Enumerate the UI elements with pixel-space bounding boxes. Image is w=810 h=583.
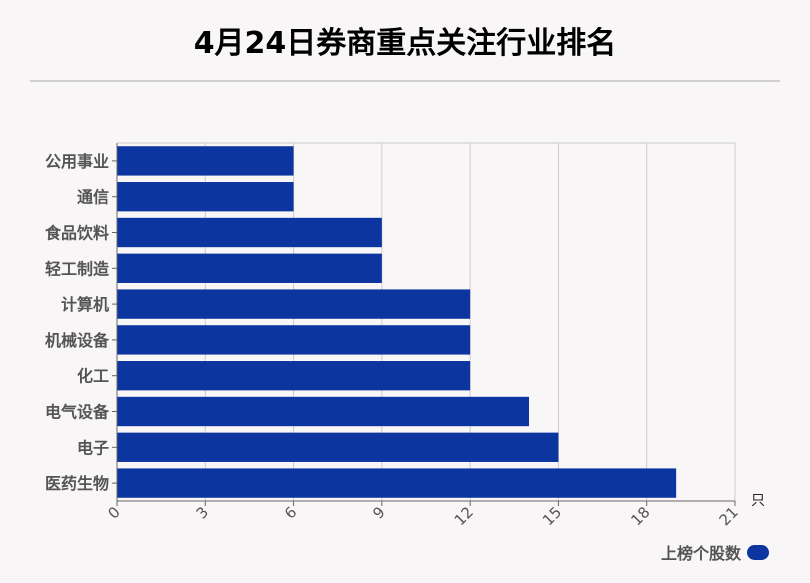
bar-1	[117, 182, 294, 212]
tick-label-x-18: 18	[627, 503, 653, 529]
legend-label: 上榜个股数	[660, 544, 741, 563]
tick-label-x-0: 0	[104, 503, 123, 522]
category-label-7: 电气设备	[45, 403, 110, 422]
bar-0	[117, 146, 294, 176]
category-label-4: 计算机	[61, 295, 109, 314]
legend: 上榜个股数	[661, 540, 769, 564]
tick-label-x-21: 21	[716, 503, 742, 529]
title-divider	[30, 80, 780, 82]
tick-label-x-9: 9	[369, 503, 388, 522]
bar-3	[117, 253, 382, 283]
category-label-9: 医药生物	[45, 474, 109, 493]
x-unit-label: 只	[751, 493, 765, 509]
legend-swatch	[747, 544, 769, 560]
bar-7	[117, 396, 529, 427]
bar-9	[117, 468, 677, 498]
bar-4	[117, 289, 471, 319]
axes	[112, 143, 736, 506]
tick-label-x-15: 15	[539, 503, 565, 529]
bar-8	[117, 432, 559, 462]
category-label-5: 机械设备	[45, 331, 110, 350]
chart-title: 4月24日券商重点关注行业排名	[193, 26, 617, 61]
bar-5	[117, 325, 471, 355]
category-label-2: 食品饮料	[44, 224, 109, 243]
category-label-6: 化工	[77, 367, 109, 386]
category-label-3: 轻工制造	[45, 259, 110, 278]
tick-label-x-12: 12	[451, 503, 477, 529]
bars	[117, 146, 677, 498]
bar-6	[117, 361, 471, 391]
tick-label-x-3: 3	[193, 503, 212, 522]
category-label-0: 公用事业	[45, 152, 109, 171]
bar-2	[117, 217, 382, 248]
tick-label-x-6: 6	[281, 503, 300, 522]
category-label-1: 通信	[77, 188, 109, 207]
category-label-8: 电子	[77, 438, 109, 457]
